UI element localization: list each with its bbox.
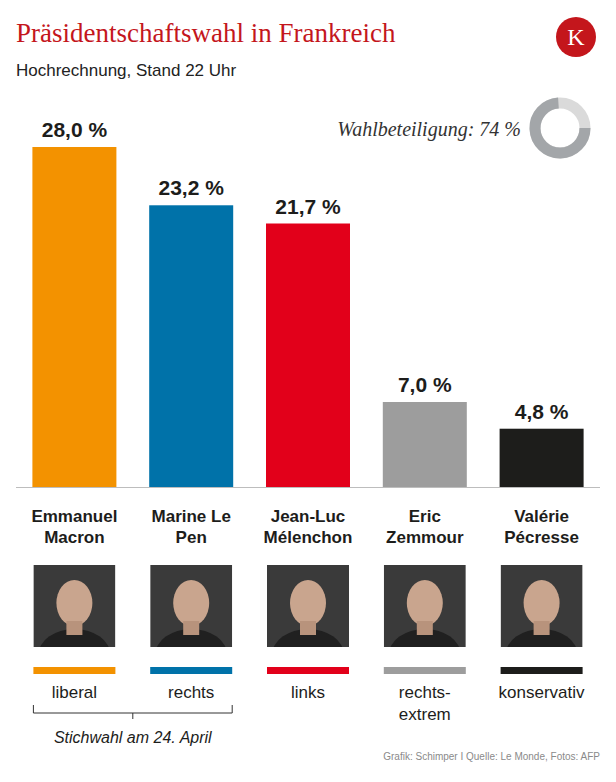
turnout-label: Wahlbeteiligung: 74 %	[337, 118, 521, 141]
turnout-arc	[535, 103, 585, 153]
photo-neck	[183, 621, 199, 635]
category-line: Zemmour	[386, 528, 464, 547]
photo	[267, 565, 349, 647]
category-line: Valérie	[514, 507, 569, 526]
photo-bg	[150, 565, 232, 647]
data-label: 23,2 %	[159, 176, 225, 199]
photo	[33, 565, 115, 647]
photo	[501, 565, 583, 647]
category-label: Valérie Pécresse	[504, 507, 579, 547]
turnout-ring	[535, 103, 585, 153]
bar	[266, 224, 350, 488]
category-line: Emmanuel	[31, 507, 117, 526]
party-line: links	[291, 683, 325, 702]
photo-face	[407, 580, 443, 626]
party-label: rechts	[168, 683, 214, 702]
party-label: konservativ	[499, 683, 585, 702]
category-line: Mélenchon	[264, 528, 353, 547]
party-label: links	[291, 683, 325, 702]
category-label: Marine Le Pen	[152, 507, 231, 547]
party-strip	[267, 667, 349, 674]
party-label: liberal	[52, 683, 97, 702]
bar	[500, 429, 584, 487]
photo-bg	[33, 565, 115, 647]
bar	[383, 402, 467, 487]
photo-bg	[384, 565, 466, 647]
category-label: Eric Zemmour	[386, 507, 464, 547]
title: Präsidentschaftswahl in Frankreich	[16, 18, 396, 48]
photo-bg	[267, 565, 349, 647]
party-strip	[384, 667, 466, 674]
party-line: rechts	[168, 683, 214, 702]
logo-circle	[556, 17, 596, 57]
photo-face	[56, 580, 92, 626]
photo	[150, 565, 232, 647]
bar	[32, 147, 116, 487]
category-label: Jean-Luc Mélenchon	[264, 507, 353, 547]
party-line: rechts-	[399, 683, 451, 702]
category-line: Jean-Luc	[271, 507, 346, 526]
subtitle: Hochrechnung, Stand 22 Uhr	[16, 61, 237, 80]
photo-neck	[417, 621, 433, 635]
category-line: Pen	[176, 528, 207, 547]
party-strip	[33, 667, 115, 674]
data-label: 28,0 %	[42, 118, 108, 141]
photo-face	[290, 580, 326, 626]
category-line: Macron	[44, 528, 104, 547]
bars	[32, 147, 583, 487]
source: Grafik: Schimper I Quelle: Le Monde, Fot…	[383, 751, 600, 762]
party-strip	[150, 667, 232, 674]
photo-face	[173, 580, 209, 626]
data-label: 7,0 %	[398, 373, 452, 396]
category-line: Eric	[409, 507, 441, 526]
category-line: Pécresse	[504, 528, 579, 547]
data-label: 4,8 %	[515, 400, 569, 423]
photo-neck	[300, 621, 316, 635]
runoff-bracket	[33, 705, 232, 719]
party-line: liberal	[52, 683, 97, 702]
party-strip	[501, 667, 583, 674]
baseline	[16, 487, 600, 488]
category-label: Emmanuel Macron	[31, 507, 117, 547]
party-label: rechts-extrem	[399, 683, 451, 724]
photo-neck	[66, 621, 82, 635]
category-line: Marine Le	[152, 507, 231, 526]
photo	[384, 565, 466, 647]
photo-face	[524, 580, 560, 626]
bar	[149, 205, 233, 487]
photo-neck	[534, 621, 550, 635]
party-line: extrem	[399, 705, 451, 724]
party-line: konservativ	[499, 683, 585, 702]
runoff-label: Stichwahl am 24. April	[54, 729, 212, 746]
photo-bg	[501, 565, 583, 647]
logo: K	[567, 24, 585, 50]
chart: Präsidentschaftswahl in Frankreich Hochre…	[0, 0, 616, 782]
data-label: 21,7 %	[275, 195, 341, 218]
